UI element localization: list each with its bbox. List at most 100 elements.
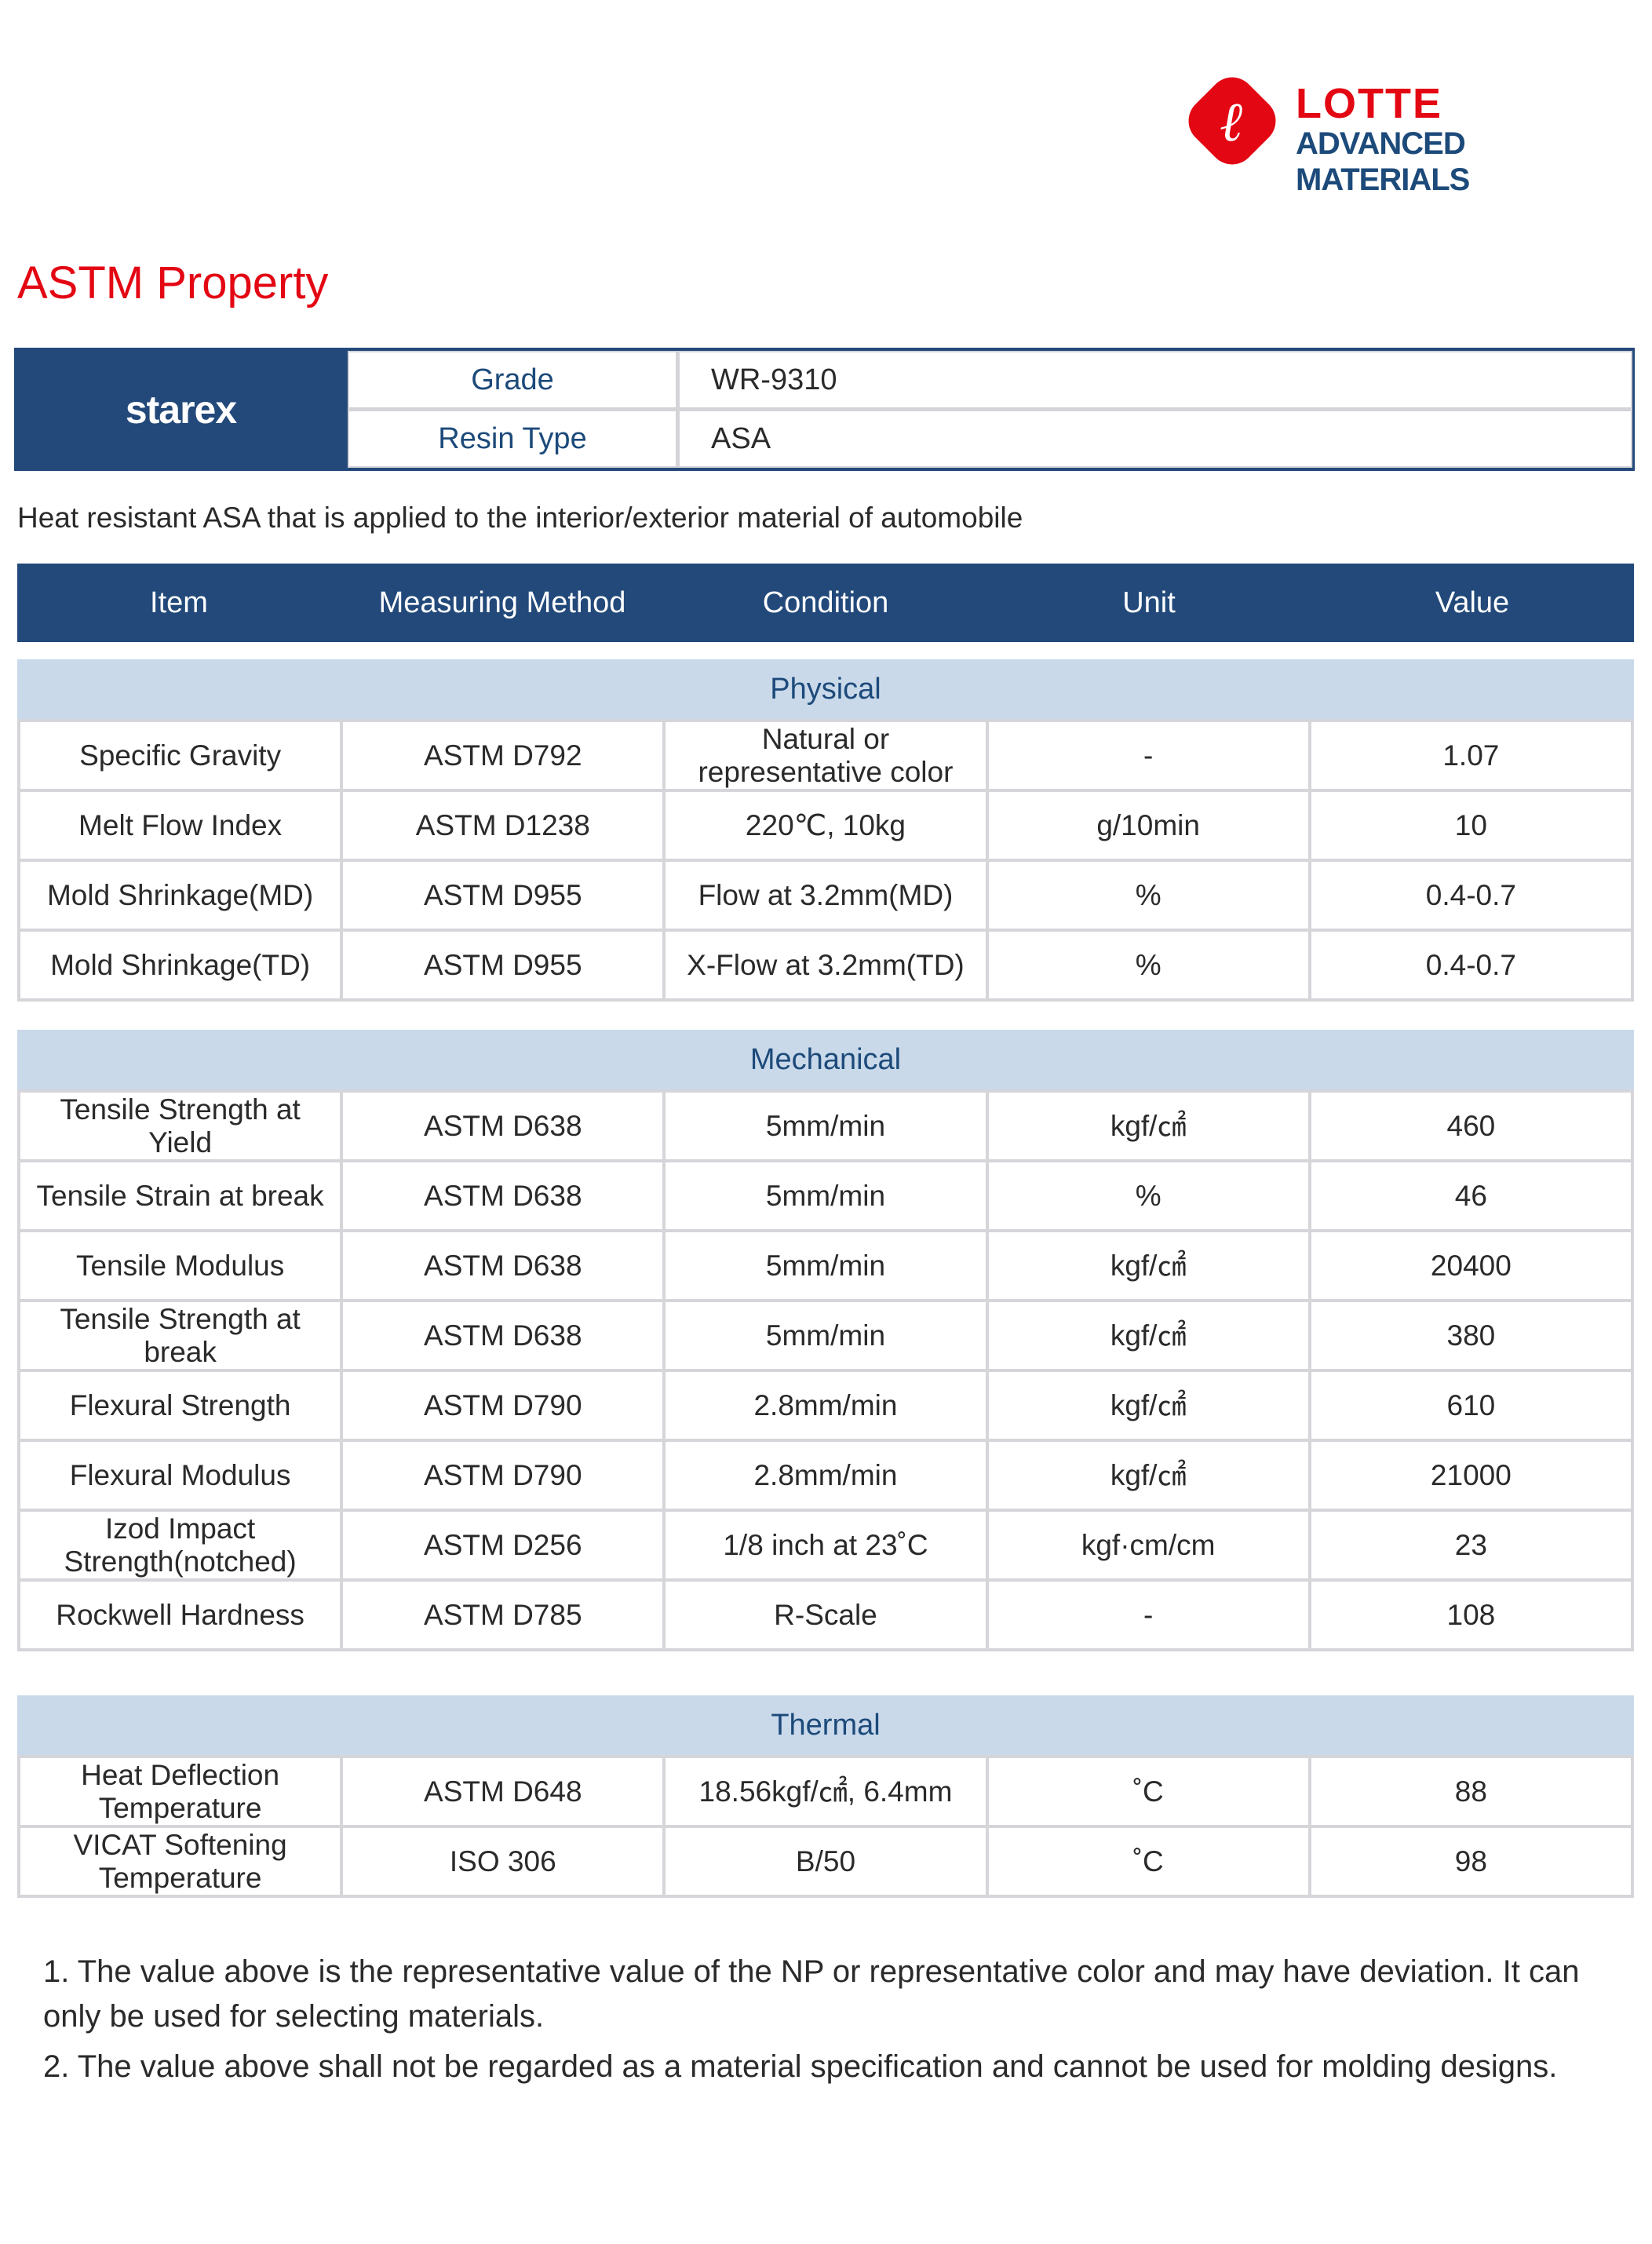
column-header-item: Item	[150, 586, 208, 619]
cell-item: Tensile Modulus	[16, 1229, 344, 1302]
cell-unit: kgf/㎠	[985, 1089, 1311, 1162]
cell-method: ASTM D638	[340, 1159, 666, 1232]
cell-condition: 2.8mm/min	[662, 1369, 989, 1442]
cell-item: Flexural Strength	[16, 1369, 344, 1442]
table-row: Rockwell Hardness ASTM D785 R-Scale -108	[16, 1578, 1635, 1651]
table-row: Flexural Strength ASTM D790 2.8mm/min kgf/㎠…	[16, 1369, 1635, 1442]
cell-condition: 220℃, 10kg	[662, 789, 989, 862]
section-band: Mechanical	[17, 1030, 1634, 1089]
cell-unit: g/10min	[985, 789, 1311, 862]
cell-condition: R-Scale	[662, 1578, 989, 1651]
footnote: 1. The value above is the representative…	[43, 1954, 1580, 2034]
cell-value: 23	[1307, 1509, 1635, 1582]
cell-value: 88	[1307, 1755, 1635, 1828]
column-header-condition: Condition	[762, 586, 889, 619]
cell-unit: kgf/㎠	[985, 1439, 1311, 1512]
cell-condition: 2.8mm/min	[662, 1439, 989, 1512]
cell-item: VICAT Softening Temperature	[16, 1825, 344, 1898]
cell-condition: B/50	[662, 1825, 989, 1898]
table-row: Tensile Modulus ASTM D638 5mm/min kgf/㎠ 2040…	[16, 1229, 1635, 1302]
table-header: Item Measuring Method Condition Unit Val…	[17, 564, 1634, 642]
table-row: Mold Shrinkage(MD) ASTM D955 Flow at 3.2mm…	[16, 859, 1635, 932]
description: Heat resistant ASA that is applied to th…	[17, 502, 1023, 534]
table-row: VICAT Softening Temperature ISO 306 B/50 ˚C…	[16, 1825, 1635, 1898]
table-row: Tensile Strain at break ASTM D638 5mm/min%…	[16, 1159, 1635, 1232]
cell-method: ASTM D1238	[340, 789, 666, 862]
cell-value: 21000	[1307, 1439, 1635, 1512]
lotte-l-glyph: ℓ	[1220, 89, 1243, 154]
cell-condition: Natural or representative color	[662, 719, 989, 792]
section-band: Physical	[17, 659, 1634, 719]
cell-value: 610	[1307, 1369, 1635, 1442]
cell-value: 46	[1307, 1159, 1635, 1232]
cell-method: ASTM D648	[340, 1755, 666, 1828]
logo-text-top: LOTTE	[1296, 80, 1442, 127]
cell-unit: kgf/㎠	[985, 1229, 1311, 1302]
section-mechanical: Mechanical Tensile Strength at Yield ASTM …	[16, 1030, 1635, 1651]
cell-value: 1.07	[1307, 719, 1635, 792]
cell-unit: ˚C	[985, 1825, 1311, 1898]
cell-item: Tensile Strength at Yield	[16, 1089, 344, 1162]
cell-method: ASTM D785	[340, 1578, 666, 1651]
cell-unit: %	[985, 1159, 1311, 1232]
section-physical: Physical Specific Gravity ASTM D792 Natural…	[16, 659, 1635, 1002]
cell-method: ISO 306	[340, 1825, 666, 1898]
cell-item: Mold Shrinkage(MD)	[16, 859, 344, 932]
logo-text-bottom: ADVANCED MATERIALS	[1296, 126, 1470, 197]
footnote: 2. The value above shall not be regarded…	[43, 2049, 1558, 2084]
cell-value: 0.4-0.7	[1307, 859, 1635, 932]
cell-unit: -	[985, 719, 1311, 792]
table-row: Mold Shrinkage(TD) ASTM D955 X-Flow at 3.2…	[16, 929, 1635, 1002]
footnotes: 1. The value above is the representative…	[43, 1950, 1605, 2095]
cell-unit: %	[985, 859, 1311, 932]
cell-value: 380	[1307, 1299, 1635, 1372]
cell-value: 10	[1307, 789, 1635, 862]
cell-unit: %	[985, 929, 1311, 1002]
cell-item: Heat Deflection Temperature	[16, 1755, 344, 1828]
cell-item: Mold Shrinkage(TD)	[16, 929, 344, 1002]
cell-unit: -	[985, 1578, 1311, 1651]
cell-condition: 5mm/min	[662, 1299, 989, 1372]
section-band: Thermal	[17, 1695, 1634, 1755]
table-row: Tensile Strength at Yield ASTM D638 5mm/mi…	[16, 1089, 1635, 1162]
cell-unit: kgf/㎠	[985, 1369, 1311, 1442]
resin-type-label: Resin Type	[349, 411, 676, 466]
grade-label: Grade	[349, 352, 676, 407]
table-row: Specific Gravity ASTM D792 Natural or repr…	[16, 719, 1635, 792]
page-title: ASTM Property	[17, 257, 329, 308]
cell-value: 20400	[1307, 1229, 1635, 1302]
column-header-value: Value	[1435, 586, 1510, 619]
column-header-unit: Unit	[1122, 586, 1176, 619]
cell-condition: 1/8 inch at 23˚C	[662, 1509, 989, 1582]
cell-method: ASTM D790	[340, 1369, 666, 1442]
table-row: Heat Deflection Temperature ASTM D648 18.5…	[16, 1755, 1635, 1828]
cell-method: ASTM D638	[340, 1229, 666, 1302]
cell-item: Izod Impact Strength(notched)	[16, 1509, 344, 1582]
cell-unit: ˚C	[985, 1755, 1311, 1828]
cell-value: 108	[1307, 1578, 1635, 1651]
grade-value: WR-9310	[680, 352, 1631, 407]
cell-item: Tensile Strain at break	[16, 1159, 344, 1232]
cell-item: Rockwell Hardness	[16, 1578, 344, 1651]
cell-unit: kgf/㎠	[985, 1299, 1311, 1372]
lotte-logo: ℓ LOTTE ADVANCED MATERIALS	[1179, 68, 1639, 197]
cell-method: ASTM D955	[340, 859, 666, 932]
table-row: Tensile Strength at break ASTM D638 5mm/mi…	[16, 1299, 1635, 1372]
column-header-method: Measuring Method	[378, 586, 626, 619]
cell-value: 0.4-0.7	[1307, 929, 1635, 1002]
cell-condition: 18.56kgf/㎠, 6.4mm	[662, 1755, 989, 1828]
cell-method: ASTM D638	[340, 1089, 666, 1162]
table-row: Melt Flow Index ASTM D1238 220℃, 10kg g/10m…	[16, 789, 1635, 862]
cell-item: Specific Gravity	[16, 719, 344, 792]
table-row: Izod Impact Strength(notched) ASTM D256 1/…	[16, 1509, 1635, 1582]
cell-condition: 5mm/min	[662, 1229, 989, 1302]
starex-logo: starex	[125, 387, 237, 432]
cell-condition: Flow at 3.2mm(MD)	[662, 859, 989, 932]
cell-item: Flexural Modulus	[16, 1439, 344, 1512]
cell-condition: X-Flow at 3.2mm(TD)	[662, 929, 989, 1002]
cell-item: Tensile Strength at break	[16, 1299, 344, 1372]
grade-info-box: starex Grade WR-9310 Resin Type ASA	[14, 348, 1635, 471]
cell-condition: 5mm/min	[662, 1159, 989, 1232]
cell-unit: kgf·cm/cm	[985, 1509, 1311, 1582]
cell-method: ASTM D256	[340, 1509, 666, 1582]
